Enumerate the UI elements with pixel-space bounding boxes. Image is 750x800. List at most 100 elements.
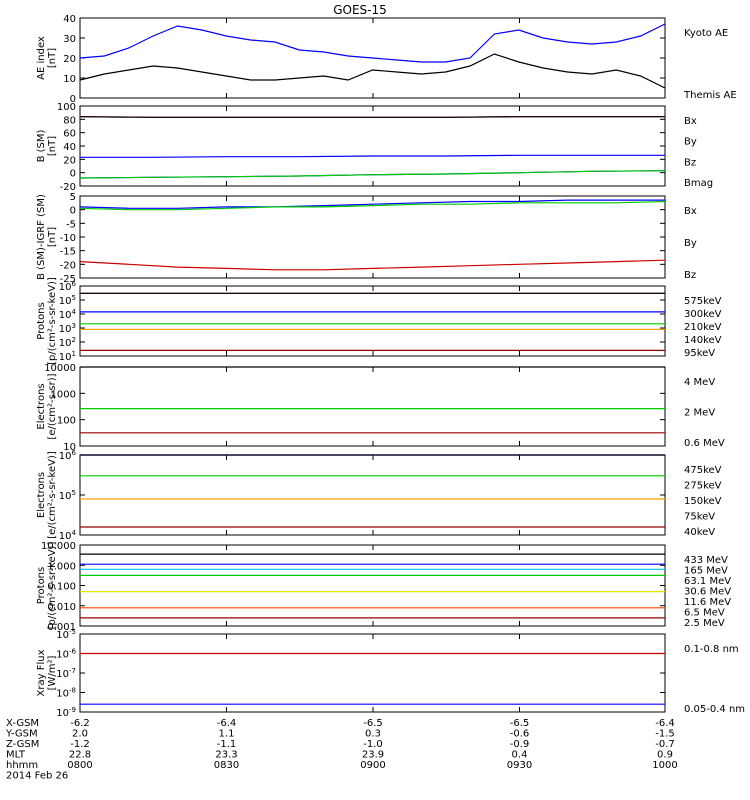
x-row-value: -0.6: [510, 729, 530, 740]
y-axis-label: B (SM)[nT]: [36, 129, 58, 162]
y-tick-label: 10-9: [56, 706, 76, 719]
legend-label: 150keV: [684, 496, 722, 507]
x-axis-table: X-GSM -6.2 -6.4 -6.5 -6.5 -6.4Y-GSM 2.0 1.1 0.3-…: [5, 718, 678, 782]
x-row-value: 0900: [360, 760, 385, 771]
legend-label: 0.1-0.8 nm: [684, 644, 739, 655]
y-tick-label: 106: [59, 449, 77, 462]
legend-label: 30.6 MeV: [684, 587, 731, 598]
y-axis-label: AE index[nT]: [36, 36, 58, 80]
legend-label: 6.5 MeV: [684, 608, 725, 619]
y-tick-label: 10: [63, 442, 76, 453]
panel-frame: [79, 454, 666, 536]
y-tick-label: -10: [60, 233, 76, 244]
y-tick-label: 105: [59, 294, 76, 307]
y-tick-label: 20: [63, 155, 76, 166]
panel-frame: [79, 105, 666, 187]
x-row-value: 0830: [214, 760, 239, 771]
legend-label: 40keV: [684, 527, 715, 538]
x-row-value: 0.3: [365, 729, 381, 740]
legend-label: 75keV: [684, 512, 715, 523]
y-axis-label: Xray Flux[W/m²]: [36, 649, 58, 696]
y-tick-label: 0.010: [47, 602, 76, 613]
x-row-value: -1.1: [217, 739, 237, 750]
y-tick-label: 104: [59, 308, 77, 321]
y-tick-label: 60: [63, 129, 76, 140]
legend-label: 2.5 MeV: [684, 618, 725, 629]
panel-7: 0.001 0.010 0.100 1.000 10.000Protons[p/(cm²…: [36, 541, 731, 633]
x-row-value: 23.3: [215, 750, 237, 761]
x-row-value: 23.9: [362, 750, 384, 761]
y-tick-label: -25: [60, 274, 76, 285]
y-tick-label: 100: [57, 102, 76, 113]
legend-label: Bz: [684, 270, 696, 281]
x-row-value: 0.9: [657, 750, 673, 761]
panel-1: 0 10 20 30 40 AE index[nT] Kyoto AE Themis AE: [36, 14, 737, 105]
x-row-value: -0.9: [510, 739, 530, 750]
figure-title: GOES-15: [333, 3, 387, 17]
y-tick-label: 40: [63, 14, 76, 25]
y-tick-label: -20: [60, 182, 76, 193]
legend-label: 475keV: [684, 465, 722, 476]
legend-label: By: [684, 238, 697, 249]
y-tick-label: 1000: [51, 389, 76, 400]
legend-label: Bx: [684, 116, 697, 127]
y-tick-label: 101: [59, 350, 76, 363]
x-row-value: -0.7: [655, 739, 675, 750]
x-row-value: -6.5: [510, 718, 530, 729]
series-line: [79, 199, 665, 209]
legend-label: Themis AE: [683, 90, 737, 101]
x-row-value: -1.5: [655, 729, 675, 740]
legend-label: 2 MeV: [684, 408, 715, 419]
y-tick-label: 106: [59, 280, 77, 293]
legend-label: Bx: [684, 206, 697, 217]
date-label: 2014 Feb 26: [6, 771, 68, 782]
legend-label: 275keV: [684, 481, 722, 492]
legend-label: Bmag: [684, 178, 713, 189]
y-tick-label: 0: [70, 169, 76, 180]
legend-label: 0.6 MeV: [684, 438, 725, 449]
panel-frame: [79, 633, 666, 713]
legend-label: 95keV: [684, 348, 715, 359]
y-tick-label: 105: [59, 489, 76, 502]
panel-2: -20 0 20 40 60 80 100 B (SM)[nT] Bx By Bz Bmag: [36, 102, 713, 193]
y-tick-label: -20: [60, 260, 76, 271]
legend-label: Bz: [684, 157, 696, 168]
legend-label: 433 MeV: [684, 555, 728, 566]
panel-frame: [79, 366, 666, 447]
x-row-label: hhmm: [6, 760, 38, 771]
x-row-value: 22.8: [69, 750, 91, 761]
series-line: [79, 259, 666, 271]
x-row-value: 1000: [652, 760, 677, 771]
series-line: [80, 154, 665, 158]
panel-8: 10-9 10-8 10-7 10-6 10-5 Xray Flux[W/m²] 0.1-0…: [36, 628, 745, 719]
legend-label: 300keV: [684, 309, 722, 320]
x-row-value: -1.2: [70, 739, 90, 750]
x-row-value: -1.0: [363, 739, 383, 750]
x-row-label: X-GSM: [6, 718, 39, 729]
legend-label: 0.05-0.4 nm: [684, 704, 745, 715]
y-axis-label: Electrons[e/(cm²-s-sr-keV)]: [36, 451, 58, 539]
series-line: [79, 170, 666, 179]
y-tick-label: 104: [59, 529, 77, 542]
y-tick-label: -15: [60, 247, 76, 258]
x-row-label: Y-GSM: [5, 729, 38, 740]
x-row-value: 1.1: [219, 729, 235, 740]
y-axis-label: Electrons[e/(cm²-s-sr)]: [36, 373, 58, 439]
x-row-value: 2.0: [72, 729, 88, 740]
y-tick-label: 5: [70, 192, 76, 203]
panel-frame: [79, 544, 666, 627]
x-row-value: 0800: [67, 760, 92, 771]
y-tick-label: 10: [63, 74, 76, 85]
y-tick-label: 103: [59, 322, 76, 335]
y-axis-label: Protons[p/(cm²-s-sr-keV)]: [36, 542, 58, 630]
legend-label: 575keV: [684, 296, 722, 307]
y-tick-label: 10-6: [56, 648, 76, 661]
x-row-value: 0.4: [512, 750, 528, 761]
x-row-value: 0930: [507, 760, 532, 771]
y-tick-label: 0.001: [47, 622, 76, 633]
series-line: [79, 116, 665, 118]
